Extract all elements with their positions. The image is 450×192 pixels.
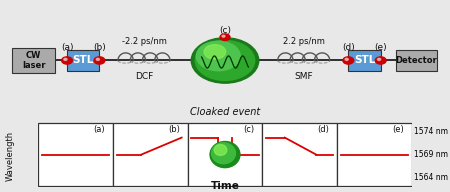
Text: -2.2 ps/nm: -2.2 ps/nm <box>122 37 166 46</box>
Text: (e): (e) <box>374 43 387 52</box>
Text: Time: Time <box>211 181 239 191</box>
Text: Wavelength: Wavelength <box>5 130 14 181</box>
Text: (b): (b) <box>93 43 106 52</box>
Circle shape <box>343 57 354 64</box>
Circle shape <box>96 58 99 60</box>
Text: (d): (d) <box>342 43 355 52</box>
Text: SMF: SMF <box>294 72 313 81</box>
Circle shape <box>345 58 348 60</box>
Text: 1564 nm: 1564 nm <box>414 173 448 182</box>
Circle shape <box>64 58 67 60</box>
Text: (a): (a) <box>61 43 73 52</box>
Circle shape <box>212 143 235 164</box>
Text: (d): (d) <box>318 125 329 134</box>
Text: Detector: Detector <box>396 56 437 65</box>
Text: (b): (b) <box>168 125 180 134</box>
Text: 1569 nm: 1569 nm <box>414 150 448 159</box>
Circle shape <box>220 34 230 41</box>
Circle shape <box>214 145 227 156</box>
Text: Cloaked event: Cloaked event <box>190 107 260 117</box>
Text: 1574 nm: 1574 nm <box>414 127 448 136</box>
FancyBboxPatch shape <box>67 50 99 71</box>
Circle shape <box>210 142 240 168</box>
Circle shape <box>191 38 259 83</box>
Text: (c): (c) <box>219 26 231 35</box>
Bar <box>262 123 337 186</box>
Circle shape <box>195 41 255 80</box>
Circle shape <box>375 57 386 64</box>
Text: (e): (e) <box>392 125 404 134</box>
Circle shape <box>196 41 240 71</box>
Text: (c): (c) <box>243 125 254 134</box>
FancyBboxPatch shape <box>348 50 381 71</box>
Circle shape <box>378 58 381 60</box>
Circle shape <box>62 57 72 64</box>
Circle shape <box>94 57 105 64</box>
Text: (a): (a) <box>94 125 105 134</box>
Bar <box>38 123 113 186</box>
Bar <box>188 123 262 186</box>
Text: DCF: DCF <box>135 72 153 81</box>
Bar <box>337 123 412 186</box>
Text: CW
laser: CW laser <box>22 51 45 70</box>
Bar <box>113 123 188 186</box>
FancyBboxPatch shape <box>396 50 436 71</box>
Circle shape <box>222 35 225 37</box>
Text: STL: STL <box>354 55 375 65</box>
Circle shape <box>204 45 226 59</box>
Text: 2.2 ps/nm: 2.2 ps/nm <box>283 37 325 46</box>
FancyBboxPatch shape <box>13 48 55 73</box>
Text: STL: STL <box>72 55 94 65</box>
